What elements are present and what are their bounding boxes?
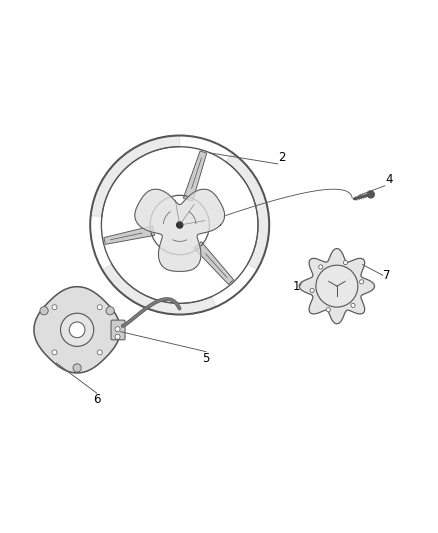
Circle shape [310, 288, 314, 293]
Circle shape [360, 280, 364, 284]
Circle shape [52, 305, 57, 310]
Circle shape [106, 306, 114, 315]
Polygon shape [299, 248, 374, 324]
Polygon shape [135, 189, 225, 271]
Text: 6: 6 [93, 393, 100, 406]
Polygon shape [184, 151, 207, 201]
Circle shape [60, 313, 94, 346]
Circle shape [97, 350, 102, 355]
Text: 2: 2 [278, 151, 286, 164]
Text: 5: 5 [202, 352, 210, 365]
Circle shape [326, 308, 330, 312]
Polygon shape [194, 241, 233, 285]
Circle shape [343, 261, 347, 265]
FancyBboxPatch shape [111, 320, 125, 340]
Circle shape [319, 265, 323, 269]
Text: 7: 7 [383, 269, 390, 282]
Circle shape [351, 303, 355, 308]
Circle shape [40, 306, 48, 315]
Polygon shape [34, 287, 120, 373]
Circle shape [367, 191, 374, 198]
Text: 1: 1 [292, 280, 300, 293]
Polygon shape [226, 152, 269, 270]
Circle shape [115, 334, 120, 340]
Circle shape [69, 322, 85, 338]
Circle shape [52, 350, 57, 355]
Circle shape [73, 364, 81, 372]
Text: 4: 4 [385, 173, 392, 185]
Polygon shape [91, 135, 180, 217]
Circle shape [97, 305, 102, 310]
Polygon shape [102, 264, 216, 314]
Circle shape [177, 222, 183, 228]
Circle shape [316, 265, 358, 307]
Circle shape [115, 327, 120, 332]
Polygon shape [104, 226, 155, 245]
